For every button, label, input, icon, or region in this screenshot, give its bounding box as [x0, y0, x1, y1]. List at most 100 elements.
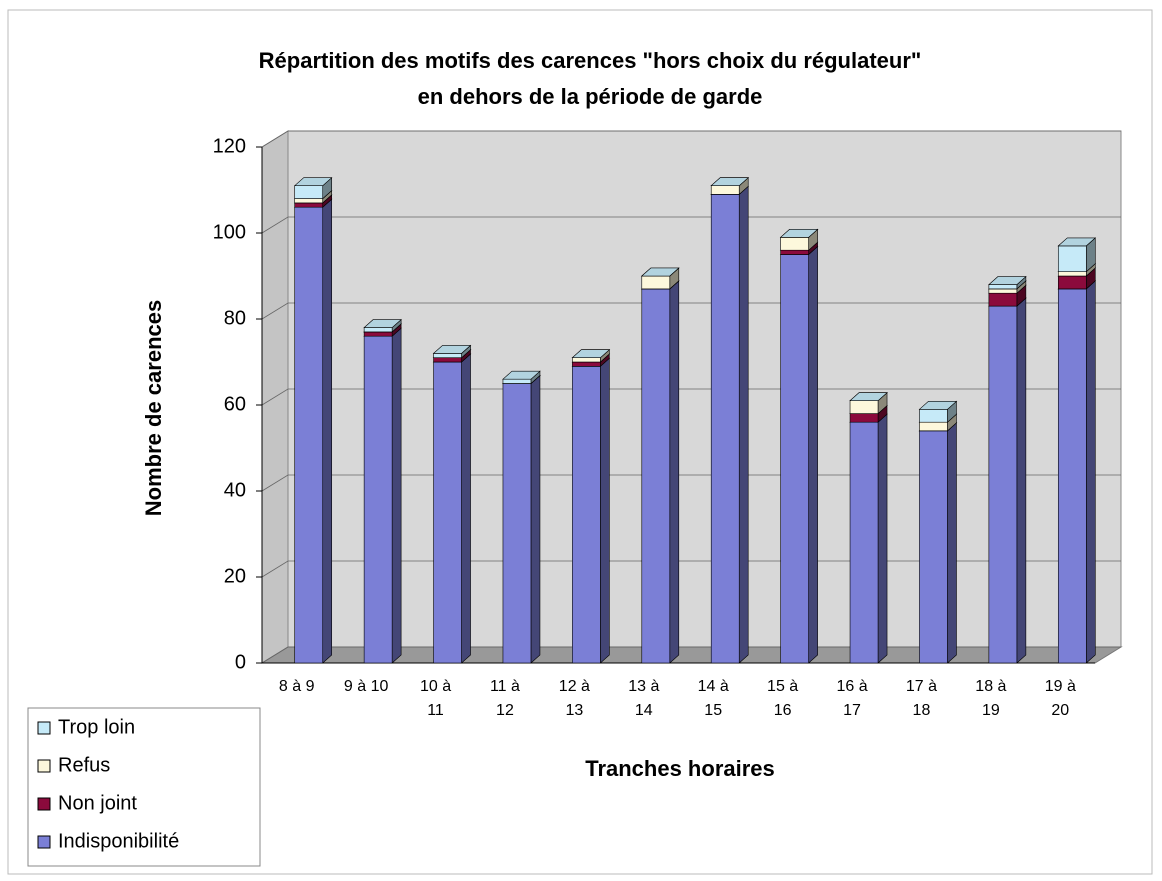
bar-top	[293, 177, 333, 186]
bar-segment	[641, 275, 671, 290]
bar-side	[600, 357, 610, 664]
x-tick-label: 12 à 13	[558, 678, 590, 719]
y-tick-label: 80	[224, 307, 246, 329]
x-tick-label: 14 à 15	[697, 678, 729, 719]
bar-top	[779, 229, 819, 238]
legend-box	[27, 707, 261, 867]
bar-side	[1085, 280, 1096, 664]
bar-top	[432, 345, 472, 354]
bar-segment	[502, 383, 532, 664]
bar-segment	[641, 288, 671, 664]
bar-segment	[988, 305, 1018, 664]
bar-top	[988, 276, 1027, 285]
bar-segment	[502, 378, 532, 384]
bar-segment	[780, 254, 809, 664]
bar-segment	[572, 357, 601, 363]
legend-swatch	[37, 797, 51, 811]
bar-side	[530, 374, 541, 664]
x-tick-label: 18 à 19	[975, 678, 1007, 719]
bar-segment	[849, 400, 879, 414]
bar-segment	[363, 327, 393, 333]
bar-top	[363, 319, 402, 328]
bar-segment	[294, 202, 324, 208]
bar-top	[571, 349, 611, 359]
bar-segment	[780, 237, 809, 251]
bar-side	[461, 353, 471, 664]
bar-side	[738, 185, 749, 664]
bar-side	[808, 245, 818, 664]
bar-segment	[919, 421, 948, 432]
bar-side	[391, 327, 402, 664]
grid-line	[261, 302, 1121, 320]
bar-segment	[919, 408, 948, 423]
y-axis-label: Nombre de carences	[141, 300, 166, 516]
bar-top	[710, 177, 749, 186]
bar-segment	[363, 331, 393, 337]
bar-segment	[710, 185, 740, 195]
bar-segment	[572, 361, 601, 367]
bar-top	[1057, 237, 1097, 247]
legend-swatch	[37, 835, 51, 849]
bar-segment	[988, 284, 1018, 290]
bar-segment	[572, 365, 601, 664]
bar-segment	[849, 413, 879, 423]
x-tick-label: 15 à 16	[767, 678, 799, 719]
bar-top	[641, 267, 680, 277]
legend-swatch	[37, 721, 51, 735]
bar-side	[669, 280, 680, 664]
grid-line	[261, 216, 1121, 234]
bar-segment	[363, 335, 393, 664]
bar-segment	[988, 292, 1018, 307]
legend-label: Refus	[58, 754, 110, 776]
bar-side	[322, 198, 333, 664]
bar-segment	[1057, 275, 1087, 290]
y-tick-label: 0	[235, 651, 246, 673]
bar-segment	[433, 361, 462, 664]
x-tick-label: 16 à 17	[836, 678, 868, 719]
grid-line	[261, 388, 1121, 406]
y-tick-label: 40	[224, 479, 246, 501]
bar-top	[918, 400, 958, 410]
grid-line	[261, 474, 1121, 492]
bar-top	[849, 392, 888, 402]
x-tick-label: 10 à 11	[419, 678, 452, 719]
bar-segment	[294, 206, 324, 664]
chart-subtitle: en dehors de la période de garde	[418, 84, 763, 109]
bar-segment	[710, 194, 740, 664]
bar-top	[502, 370, 541, 380]
bar-segment	[1057, 245, 1087, 272]
y-tick-label: 100	[213, 221, 246, 243]
x-tick-label: 19 à 20	[1044, 678, 1076, 719]
x-tick-label: 17 à 18	[905, 678, 938, 719]
bar-segment	[433, 353, 462, 358]
grid-line	[261, 130, 1121, 148]
bar-segment	[294, 198, 324, 204]
x-tick-label: 8 à 9	[278, 678, 315, 695]
bar-segment	[849, 421, 879, 664]
grid-line	[261, 560, 1121, 578]
bar-segment	[1057, 288, 1087, 664]
bar-segment	[1057, 271, 1087, 277]
legend-label: Non joint	[58, 792, 137, 814]
bar-segment	[988, 288, 1018, 294]
legend-swatch	[37, 759, 51, 773]
legend-label: Indisponibilité	[58, 830, 179, 852]
grid-line	[261, 646, 1121, 664]
x-tick-label: 9 à 10	[343, 678, 389, 695]
x-tick-label: 11 à 12	[489, 678, 520, 719]
legend-label: Trop loin	[58, 716, 135, 738]
y-tick-label: 120	[213, 135, 246, 157]
bar-side	[947, 422, 957, 664]
y-tick-label: 20	[224, 565, 246, 587]
x-axis-label: Tranches horaires	[585, 756, 775, 781]
bar-side	[877, 413, 888, 664]
bar-segment	[919, 430, 948, 664]
x-tick-label: 13 à 14	[628, 678, 660, 719]
y-tick-label: 60	[224, 393, 246, 415]
chart-title: Répartition des motifs des carences "hor…	[259, 48, 922, 73]
bar-segment	[294, 185, 324, 199]
bar-segment	[433, 357, 462, 363]
bar-side	[1016, 297, 1027, 664]
